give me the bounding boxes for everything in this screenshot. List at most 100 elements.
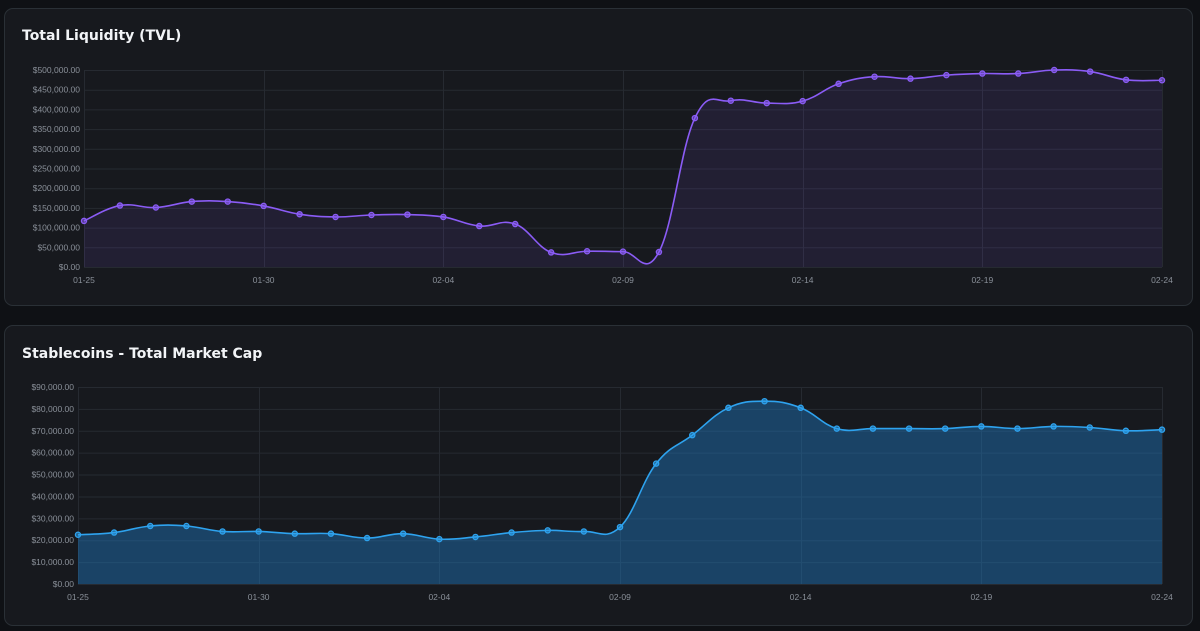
tvl-data-point[interactable]	[619, 248, 627, 255]
stablecoins-x-tick-label: 02-19	[970, 592, 992, 602]
tvl-y-tick-label: $400,000.00	[33, 104, 81, 114]
tvl-data-point[interactable]	[511, 220, 519, 228]
tvl-data-point[interactable]	[799, 97, 806, 105]
stablecoins-data-point[interactable]	[797, 404, 804, 412]
tvl-card: Total Liquidity (TVL) $0.00 $50,000.00 $10…	[4, 8, 1193, 306]
tvl-data-point[interactable]	[404, 211, 411, 218]
tvl-x-tick-label: 02-09	[612, 275, 634, 285]
tvl-data-point[interactable]	[763, 99, 770, 107]
stablecoins-data-point[interactable]	[74, 531, 82, 538]
stablecoins-data-point[interactable]	[869, 425, 877, 432]
tvl-data-point[interactable]	[80, 217, 88, 225]
tvl-y-tick-label: $100,000.00	[33, 223, 81, 233]
stablecoins-data-point[interactable]	[1086, 424, 1093, 431]
stablecoins-x-tick-label: 02-24	[1151, 592, 1173, 602]
stablecoins-x-tick-label: 01-25	[67, 592, 89, 602]
stablecoins-data-point[interactable]	[255, 528, 262, 535]
stablecoins-data-point[interactable]	[725, 404, 732, 412]
tvl-data-point[interactable]	[907, 75, 914, 82]
stablecoins-data-point[interactable]	[616, 523, 624, 531]
tvl-data-point[interactable]	[152, 204, 160, 211]
tvl-data-point[interactable]	[224, 198, 231, 205]
tvl-data-point[interactable]	[547, 249, 555, 256]
tvl-data-point[interactable]	[1158, 76, 1166, 84]
tvl-data-point[interactable]	[655, 248, 663, 256]
stablecoins-data-point[interactable]	[327, 530, 335, 537]
tvl-y-tick-label: $500,000.00	[33, 65, 81, 75]
stablecoins-y-tick-label: $20,000.00	[31, 535, 74, 545]
stablecoins-data-point[interactable]	[689, 431, 696, 439]
stablecoins-data-point[interactable]	[652, 460, 660, 467]
stablecoins-y-tick-label: $30,000.00	[31, 513, 74, 523]
tvl-chart[interactable]: $0.00 $50,000.00 $100,000.00 $150,000.00 $20…	[5, 9, 1194, 307]
stablecoins-data-point[interactable]	[291, 530, 299, 537]
tvl-data-point[interactable]	[368, 211, 375, 219]
tvl-x-tick-label: 02-24	[1151, 275, 1173, 285]
stablecoins-y-tick-label: $10,000.00	[31, 557, 74, 567]
tvl-data-point[interactable]	[440, 213, 447, 221]
stablecoins-data-point[interactable]	[508, 529, 515, 536]
stablecoins-data-point[interactable]	[978, 423, 985, 430]
tvl-data-point[interactable]	[476, 222, 483, 230]
stablecoins-x-tick-label: 01-30	[248, 592, 270, 602]
tvl-x-tick-label: 02-19	[971, 275, 993, 285]
stablecoins-data-point[interactable]	[110, 529, 118, 536]
tvl-data-point[interactable]	[332, 213, 339, 221]
stablecoins-gridlines	[78, 387, 1163, 585]
tvl-data-point[interactable]	[116, 202, 124, 209]
stablecoins-y-tick-label: $90,000.00	[31, 382, 74, 392]
tvl-data-point[interactable]	[871, 73, 878, 80]
stablecoins-data-point[interactable]	[833, 425, 841, 432]
stablecoins-data-point[interactable]	[147, 522, 154, 530]
stablecoins-x-tick-label: 02-09	[609, 592, 631, 602]
stablecoins-chart-title: Stablecoins - Total Market Cap	[22, 346, 263, 362]
tvl-data-point[interactable]	[1086, 68, 1094, 75]
stablecoins-y-tick-label: $50,000.00	[31, 470, 74, 480]
tvl-data-point[interactable]	[979, 70, 986, 77]
tvl-data-point[interactable]	[260, 202, 267, 210]
tvl-data-point[interactable]	[1015, 70, 1022, 77]
stablecoins-chart[interactable]: $0.00 $10,000.00 $20,000.00 $30,000.00 $40,0…	[5, 326, 1194, 627]
stablecoins-data-point[interactable]	[436, 535, 443, 543]
stablecoins-y-tick-label: $60,000.00	[31, 448, 74, 458]
stablecoins-data-point[interactable]	[1014, 425, 1021, 432]
tvl-area-fill	[84, 69, 1162, 267]
stablecoins-data-point[interactable]	[905, 425, 913, 432]
stablecoins-data-point[interactable]	[219, 528, 226, 535]
tvl-data-point[interactable]	[1050, 66, 1058, 74]
tvl-data-point[interactable]	[583, 247, 591, 255]
tvl-data-point[interactable]	[1122, 76, 1130, 84]
tvl-y-tick-label: $150,000.00	[33, 203, 81, 213]
tvl-x-tick-label: 02-04	[432, 275, 454, 285]
tvl-y-tick-label: $300,000.00	[33, 144, 81, 154]
stablecoins-data-point[interactable]	[544, 527, 551, 534]
stablecoins-data-point[interactable]	[580, 528, 588, 535]
stablecoins-y-tick-label: $0.00	[53, 579, 75, 589]
tvl-y-tick-label: $350,000.00	[33, 124, 81, 134]
stablecoins-data-point[interactable]	[472, 533, 479, 541]
stablecoins-y-tick-label: $40,000.00	[31, 491, 74, 501]
tvl-data-point[interactable]	[691, 114, 699, 122]
stablecoins-data-point[interactable]	[399, 530, 407, 537]
tvl-data-point[interactable]	[188, 198, 196, 205]
tvl-y-tick-label: $200,000.00	[33, 183, 81, 193]
stablecoins-data-point[interactable]	[183, 522, 190, 530]
stablecoins-card: Stablecoins - Total Market Cap $0.00 $10,…	[4, 325, 1193, 626]
tvl-y-tick-label: $450,000.00	[33, 85, 81, 95]
stablecoins-y-tick-label: $80,000.00	[31, 404, 74, 414]
tvl-data-point[interactable]	[727, 97, 735, 104]
stablecoins-data-point[interactable]	[1122, 427, 1130, 435]
stablecoins-data-point[interactable]	[761, 397, 768, 405]
tvl-y-tick-label: $50,000.00	[37, 242, 80, 252]
tvl-data-point[interactable]	[835, 80, 842, 88]
tvl-data-point[interactable]	[943, 71, 950, 79]
stablecoins-area-fill	[78, 401, 1162, 584]
stablecoins-data-point[interactable]	[1050, 423, 1057, 430]
stablecoins-y-tick-label: $70,000.00	[31, 426, 74, 436]
stablecoins-data-point[interactable]	[1158, 426, 1166, 433]
tvl-data-point[interactable]	[296, 210, 303, 218]
tvl-y-tick-label: $0.00	[59, 262, 81, 272]
stablecoins-data-point[interactable]	[941, 425, 949, 432]
stablecoins-x-tick-label: 02-04	[428, 592, 450, 602]
stablecoins-data-point[interactable]	[363, 534, 371, 542]
